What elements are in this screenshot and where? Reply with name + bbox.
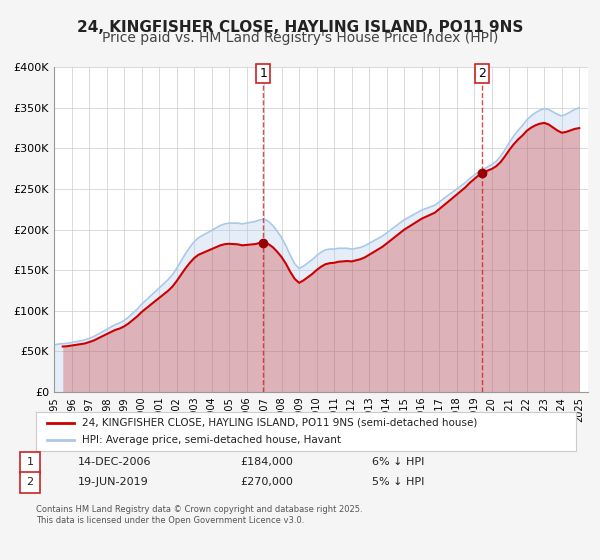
Text: 19-JUN-2019: 19-JUN-2019 [78,477,149,487]
Text: 1: 1 [26,457,34,467]
Text: HPI: Average price, semi-detached house, Havant: HPI: Average price, semi-detached house,… [82,435,341,445]
Text: £184,000: £184,000 [240,457,293,467]
Text: 2: 2 [26,477,34,487]
Text: 6% ↓ HPI: 6% ↓ HPI [372,457,424,467]
Text: 24, KINGFISHER CLOSE, HAYLING ISLAND, PO11 9NS (semi-detached house): 24, KINGFISHER CLOSE, HAYLING ISLAND, PO… [82,418,477,428]
Text: £270,000: £270,000 [240,477,293,487]
Text: 2: 2 [478,67,487,80]
Text: Contains HM Land Registry data © Crown copyright and database right 2025.
This d: Contains HM Land Registry data © Crown c… [36,505,362,525]
Text: Price paid vs. HM Land Registry's House Price Index (HPI): Price paid vs. HM Land Registry's House … [102,31,498,45]
Text: 1: 1 [259,67,268,80]
Text: 5% ↓ HPI: 5% ↓ HPI [372,477,424,487]
Text: 14-DEC-2006: 14-DEC-2006 [78,457,151,467]
Text: 24, KINGFISHER CLOSE, HAYLING ISLAND, PO11 9NS: 24, KINGFISHER CLOSE, HAYLING ISLAND, PO… [77,20,523,35]
